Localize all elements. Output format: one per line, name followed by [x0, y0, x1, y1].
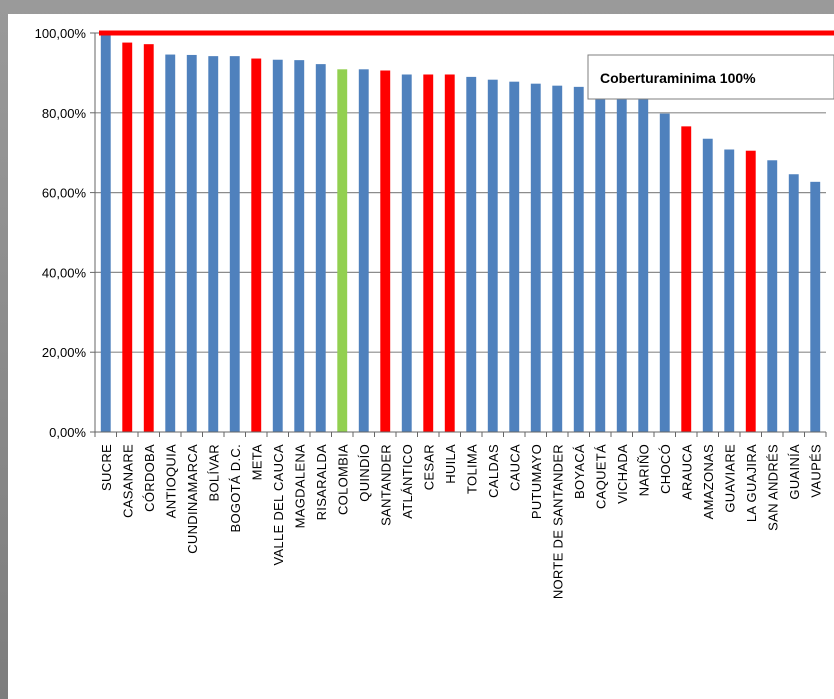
- bar-chart: 0,00% 20,00% 40,00% 60,00% 80,00% 100,00% SUC…: [35, 26, 834, 599]
- bar-tolima: [466, 76, 477, 432]
- bar-quindío: [358, 69, 369, 433]
- x-category-label: CAQUETÁ: [593, 444, 608, 509]
- x-category-label: VALLE DEL CAUCA: [271, 444, 286, 566]
- bar-nariño: [638, 97, 649, 432]
- x-axis: [94, 33, 827, 437]
- bar-sucre: [100, 34, 111, 433]
- x-category-label: CHOCÓ: [658, 444, 673, 494]
- y-tick-label: 20,00%: [42, 345, 87, 360]
- x-category-label: QUINDÍO: [357, 444, 372, 502]
- y-tick-label: 0,00%: [49, 425, 86, 440]
- chart-area: 0,00% 20,00% 40,00% 60,00% 80,00% 100,00% SUC…: [8, 14, 834, 699]
- y-tick-label: 40,00%: [42, 265, 87, 280]
- x-category-label: ARAUCA: [679, 444, 694, 500]
- bar-caldas: [487, 79, 498, 433]
- bar-la-guajira: [745, 150, 756, 432]
- bar-risaralda: [315, 64, 326, 432]
- bar-norte-de-santander: [552, 85, 563, 432]
- bar-córdoba: [143, 44, 154, 433]
- x-category-label: SAN ANDRÉS: [765, 444, 780, 531]
- bar-san-andrés: [767, 160, 778, 432]
- bar-caquetá: [595, 93, 606, 433]
- x-category-label: CAUCA: [507, 444, 522, 491]
- bar-huila: [444, 74, 455, 432]
- x-category-label: NARIÑO: [636, 444, 651, 496]
- bar-atlántico: [401, 74, 412, 432]
- bar-chocó: [659, 113, 670, 433]
- x-category-label: GUAVIARE: [722, 444, 737, 513]
- x-category-label: NORTE DE SANTANDER: [550, 444, 565, 599]
- x-category-label: CASANARE: [120, 444, 135, 518]
- y-tick-label: 80,00%: [42, 106, 87, 121]
- x-category-label: VAUPÉS: [808, 444, 823, 498]
- x-category-label: TOLIMA: [464, 444, 479, 494]
- y-tick-label: 60,00%: [42, 186, 87, 201]
- bar-bogotá-d-c-: [229, 56, 240, 432]
- x-category-label: CESAR: [421, 444, 436, 490]
- bar-vaupés: [810, 181, 821, 432]
- x-category-label: VICHADA: [615, 444, 630, 504]
- legend-label: Coberturaminima 100%: [600, 70, 756, 86]
- x-category-label: PUTUMAYO: [529, 444, 544, 519]
- x-category-label: SANTANDER: [378, 444, 393, 526]
- x-category-label: COLOMBIA: [335, 444, 350, 515]
- bar-cauca: [509, 81, 520, 432]
- bar-guaviare: [724, 149, 735, 432]
- bar-cesar: [423, 74, 434, 432]
- legend-box: [587, 54, 834, 100]
- bar-valle-del-cauca: [272, 59, 283, 432]
- bar-colombia: [337, 69, 348, 433]
- x-category-label: BOLÍVAR: [206, 444, 221, 502]
- bar-amazonas: [702, 138, 713, 433]
- bar-bolívar: [208, 56, 219, 432]
- bar-casanare: [122, 42, 133, 433]
- x-category-label: META: [249, 444, 264, 480]
- x-category-label: ATLÁNTICO: [400, 444, 415, 519]
- x-category-label: HUILA: [443, 444, 458, 484]
- bar-cundinamarca: [186, 54, 197, 432]
- bar-magdalena: [294, 60, 305, 433]
- bar-meta: [251, 58, 262, 432]
- bar-antioquia: [165, 54, 176, 433]
- x-category-label: MAGDALENA: [292, 444, 307, 528]
- bar-arauca: [681, 126, 692, 432]
- x-category-label: LA GUAJIRA: [744, 444, 759, 522]
- x-category-label: ANTIOQUIA: [163, 444, 178, 518]
- y-axis-ticks: 0,00% 20,00% 40,00% 60,00% 80,00% 100,00%: [35, 26, 95, 440]
- y-tick-label: 100,00%: [35, 26, 87, 41]
- x-category-label: GUAINÍA: [787, 444, 802, 500]
- bar-guainía: [788, 174, 799, 432]
- bar-boyacá: [573, 86, 584, 433]
- bar-santander: [380, 70, 391, 433]
- x-category-label: CÓRDOBA: [142, 444, 157, 512]
- x-category-label: CALDAS: [486, 444, 501, 498]
- x-category-label: BOYACÁ: [572, 444, 587, 499]
- x-category-label: RISARALDA: [314, 444, 329, 520]
- bar-putumayo: [530, 83, 541, 432]
- legend: Coberturaminima 100%: [587, 54, 834, 100]
- x-axis-labels: SUCRE CASANARE CÓRDOBA ANTIOQUIA CUNDINAMARC…: [99, 444, 824, 599]
- x-category-label: SUCRE: [99, 444, 114, 491]
- x-category-label: AMAZONAS: [701, 444, 716, 519]
- bar-vichada: [616, 97, 627, 432]
- x-category-label: CUNDINAMARCA: [185, 444, 200, 554]
- bars: [100, 34, 821, 433]
- x-category-label: BOGOTÁ D.C.: [228, 444, 243, 533]
